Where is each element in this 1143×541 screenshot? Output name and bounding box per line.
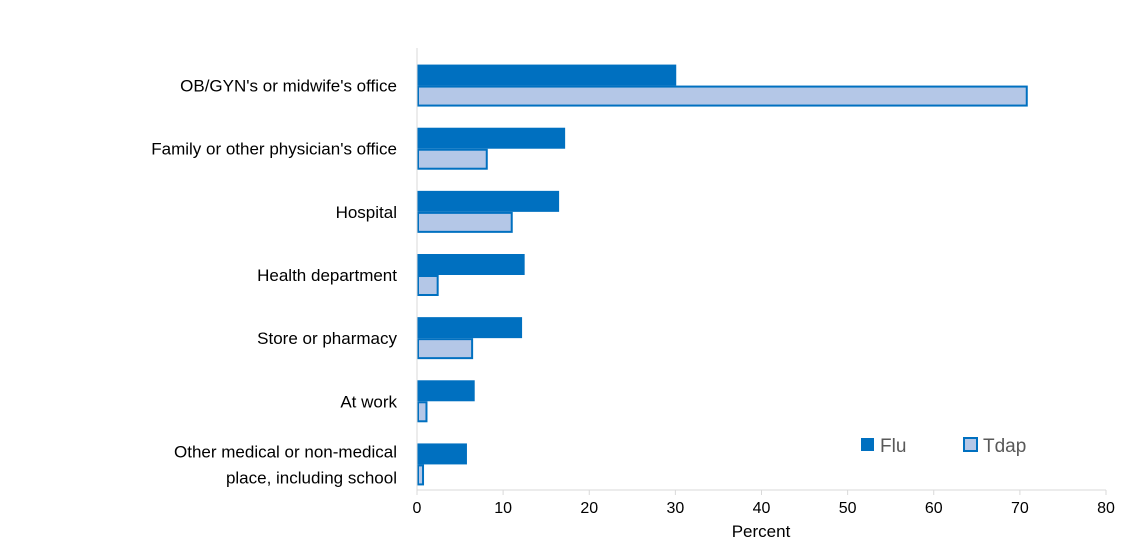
x-tick-label: 80 [1097, 500, 1115, 517]
category-label: At work [340, 392, 397, 411]
bar-tdap [417, 85, 1028, 107]
x-tick-label: 40 [753, 500, 771, 517]
category-labels: OB/GYN's or midwife's office Family or ot… [151, 77, 397, 488]
x-tick-label: 0 [413, 500, 422, 517]
legend-label-flu: Flu [880, 436, 906, 457]
legend: Flu Tdap [861, 436, 1026, 457]
category-label: Other medical or non-medical [174, 442, 397, 461]
category-label: Store or pharmacy [257, 329, 397, 348]
bar-tdap [417, 275, 439, 296]
legend-swatch-flu [861, 438, 874, 451]
bar-tdap [417, 464, 425, 486]
bar-tdap [417, 338, 474, 360]
x-tick-label: 20 [580, 500, 598, 517]
bar-tdap [417, 401, 428, 423]
category-label: Family or other physician's office [151, 140, 397, 159]
x-axis: 0 10 20 30 40 50 60 70 80 [413, 48, 1115, 517]
bar-tdap [417, 148, 488, 170]
legend-label-tdap: Tdap [983, 436, 1026, 457]
category-label: place, including school [226, 468, 397, 487]
bar-flu [417, 190, 560, 212]
bar-flu [417, 64, 677, 86]
x-tick-label: 30 [666, 500, 684, 517]
x-axis-label: Percent [732, 522, 791, 541]
bar-flu [417, 317, 523, 339]
x-tick-label: 10 [494, 500, 512, 517]
category-label: Health department [257, 266, 397, 285]
bars-group [417, 64, 1028, 486]
bar-flu [417, 254, 525, 275]
x-tick-label: 50 [839, 500, 857, 517]
category-label: OB/GYN's or midwife's office [180, 77, 397, 96]
bar-tdap [417, 211, 513, 233]
category-label: Hospital [336, 203, 397, 222]
x-tick-label: 60 [925, 500, 943, 517]
bar-flu [417, 380, 475, 402]
legend-swatch-tdap [963, 437, 978, 452]
bar-flu [417, 127, 566, 149]
bar-flu [417, 443, 467, 465]
x-tick-label: 70 [1011, 500, 1029, 517]
